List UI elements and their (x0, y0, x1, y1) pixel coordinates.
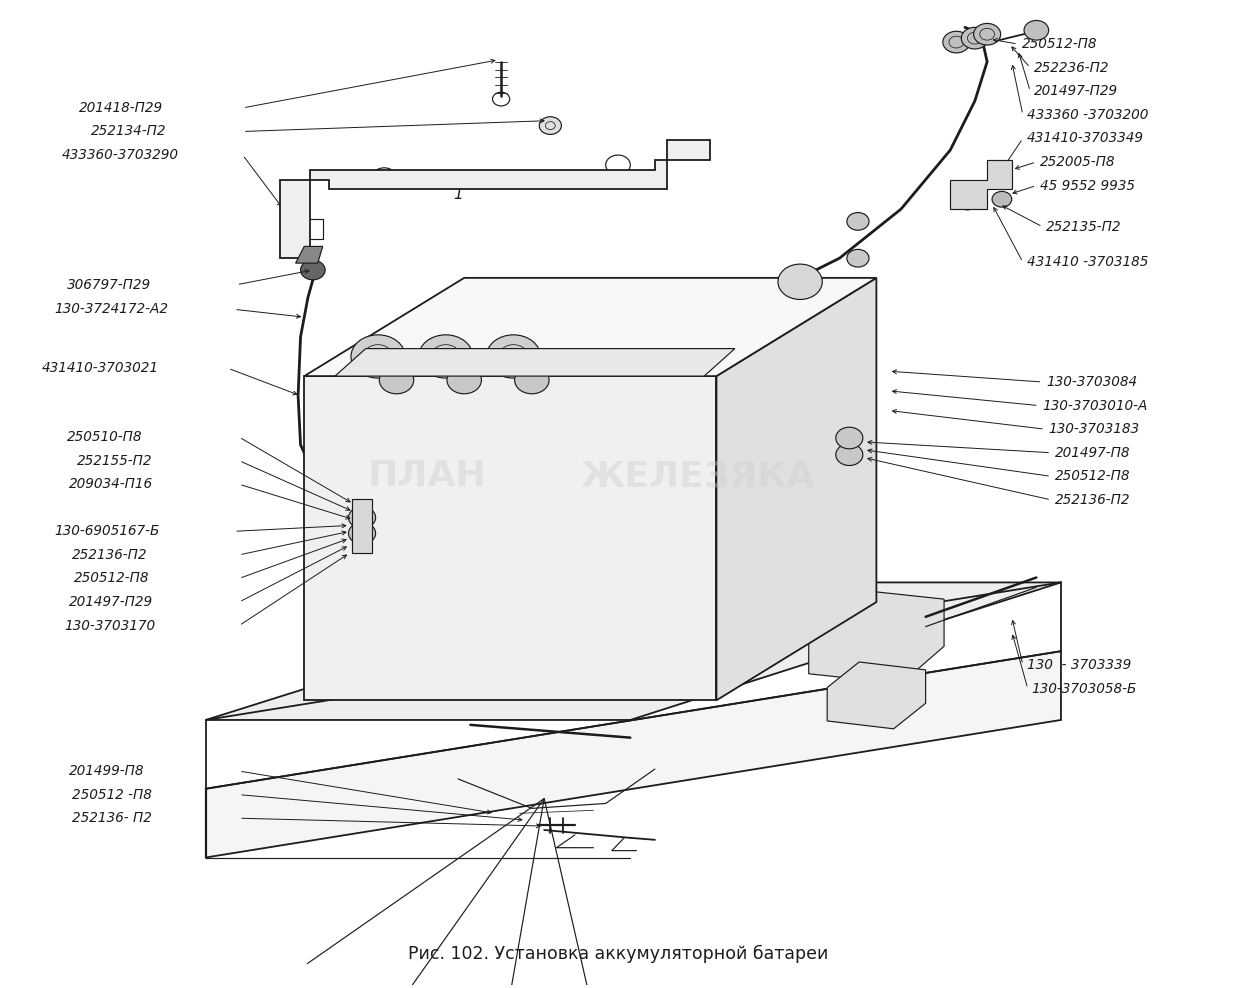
Text: 201499-П8: 201499-П8 (69, 764, 145, 778)
Polygon shape (827, 662, 926, 729)
Circle shape (777, 264, 822, 299)
Text: 130-3703058-Б: 130-3703058-Б (1031, 682, 1137, 696)
Circle shape (486, 335, 540, 378)
Text: 252136-П2: 252136-П2 (1054, 493, 1130, 507)
Circle shape (974, 24, 1001, 45)
Text: 130-3703170: 130-3703170 (64, 618, 156, 632)
Circle shape (943, 32, 970, 53)
Text: 130  - 3703339: 130 - 3703339 (1027, 658, 1131, 672)
Polygon shape (206, 582, 1060, 720)
Text: 252136- П2: 252136- П2 (72, 811, 152, 825)
Polygon shape (279, 140, 711, 258)
Text: 252135-П2: 252135-П2 (1046, 219, 1122, 234)
Text: 130-3703084: 130-3703084 (1046, 375, 1137, 389)
Text: 201497-П8: 201497-П8 (1054, 446, 1130, 459)
Text: 209034-П16: 209034-П16 (69, 477, 153, 491)
Circle shape (993, 192, 1012, 207)
Polygon shape (335, 349, 735, 376)
Text: 252136-П2: 252136-П2 (72, 548, 147, 562)
Circle shape (847, 212, 869, 230)
Text: 45 9552 9935: 45 9552 9935 (1039, 179, 1135, 193)
Text: 201497-П29: 201497-П29 (69, 595, 153, 609)
Polygon shape (808, 589, 944, 684)
Text: 252134-П2: 252134-П2 (91, 124, 167, 138)
Circle shape (351, 335, 405, 378)
Text: 130-6905167-Б: 130-6905167-Б (54, 525, 159, 538)
Text: Рис. 102. Установка аккумуляторной батареи: Рис. 102. Установка аккумуляторной батар… (408, 945, 828, 963)
Text: 201497-П29: 201497-П29 (1033, 84, 1119, 98)
Polygon shape (352, 499, 372, 553)
Circle shape (539, 117, 561, 134)
Text: 252005-П8: 252005-П8 (1039, 155, 1116, 169)
Text: 1: 1 (454, 187, 464, 202)
Circle shape (1025, 21, 1048, 41)
Text: ПЛАН: ПЛАН (368, 459, 487, 493)
Circle shape (960, 199, 975, 210)
Text: 250512 -П8: 250512 -П8 (72, 787, 152, 801)
Text: 433360 -3703200: 433360 -3703200 (1027, 108, 1148, 122)
Circle shape (349, 507, 376, 529)
Circle shape (514, 367, 549, 394)
Circle shape (993, 166, 1012, 182)
Circle shape (836, 427, 863, 449)
Text: 252155-П2: 252155-П2 (77, 453, 152, 467)
Circle shape (419, 335, 473, 378)
Text: 250512-П8: 250512-П8 (1054, 469, 1130, 483)
Polygon shape (304, 278, 876, 376)
Circle shape (847, 249, 869, 267)
Text: 130-3703183: 130-3703183 (1048, 422, 1140, 436)
Text: 431410 -3703185: 431410 -3703185 (1027, 255, 1148, 269)
Circle shape (349, 523, 376, 544)
Text: 201418-П29: 201418-П29 (79, 101, 163, 115)
Text: 431410-3703021: 431410-3703021 (42, 362, 159, 375)
Circle shape (962, 28, 989, 49)
Circle shape (300, 260, 325, 280)
Circle shape (447, 367, 481, 394)
Circle shape (836, 444, 863, 465)
Text: 250510-П8: 250510-П8 (67, 430, 142, 444)
Text: 306797-П29: 306797-П29 (67, 278, 151, 291)
Text: 250512-П8: 250512-П8 (1022, 37, 1098, 51)
Text: 250512-П8: 250512-П8 (74, 571, 150, 586)
Text: 433360-3703290: 433360-3703290 (62, 148, 179, 162)
Polygon shape (950, 160, 1012, 209)
Text: 130-3724172-А2: 130-3724172-А2 (54, 302, 168, 316)
Polygon shape (717, 278, 876, 700)
Text: 130-3703010-А: 130-3703010-А (1042, 398, 1148, 413)
Text: 252236-П2: 252236-П2 (1033, 60, 1110, 75)
Polygon shape (206, 651, 1060, 858)
Polygon shape (295, 246, 323, 263)
Text: 431410-3703349: 431410-3703349 (1027, 131, 1143, 145)
Polygon shape (304, 376, 717, 700)
Text: ЖЕЛЕЗЯКА: ЖЕЛЕЗЯКА (581, 459, 816, 493)
Circle shape (379, 367, 414, 394)
